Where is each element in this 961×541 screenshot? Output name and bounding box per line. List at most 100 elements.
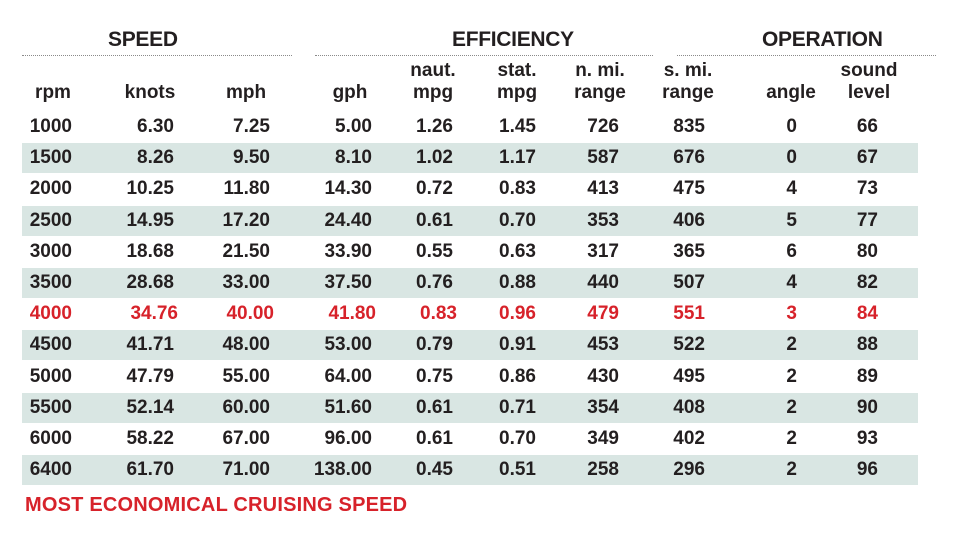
cell-sound-level: 88: [856, 334, 878, 356]
column-header-line1: [8, 60, 98, 82]
column-header-stat-mpg: stat. mpg: [472, 60, 562, 104]
table-row: 6400 61.70 71.00 138.00 0.45 0.51 258 296 2 96: [22, 455, 918, 486]
cell-knots: 34.76: [130, 303, 178, 325]
table-row: 4500 41.71 48.00 53.00 0.79 0.91 453 522 2 88: [22, 330, 918, 361]
cell-gph: 5.00: [335, 116, 372, 137]
cell-naut-mpg: 0.83: [420, 303, 457, 325]
cell-s-mi-range: 522: [673, 334, 705, 356]
cell-gph: 24.40: [324, 209, 372, 231]
cell-naut-mpg: 0.72: [416, 178, 453, 200]
cell-knots: 41.71: [126, 334, 174, 356]
cell-s-mi-range: 402: [673, 428, 705, 449]
cell-angle: 4: [786, 272, 797, 293]
cell-knots: 6.30: [137, 116, 174, 137]
column-header-line1: [201, 60, 291, 82]
cell-gph: 138.00: [313, 459, 372, 481]
cell-n-mi-range: 413: [587, 178, 619, 200]
cell-naut-mpg: 0.61: [416, 209, 453, 231]
cell-angle: 2: [786, 459, 797, 481]
cell-n-mi-range: 317: [587, 240, 619, 262]
cell-sound-level: 80: [856, 240, 878, 262]
cell-stat-mpg: 0.91: [499, 334, 536, 356]
column-header-line1: stat.: [497, 60, 537, 81]
cell-knots: 8.26: [137, 147, 174, 169]
cell-s-mi-range: 406: [673, 209, 705, 231]
cell-naut-mpg: 0.75: [416, 365, 453, 387]
cell-mph: 33.00: [222, 272, 270, 293]
cell-naut-mpg: 0.79: [416, 334, 453, 356]
cell-stat-mpg: 0.96: [499, 303, 536, 325]
cell-naut-mpg: 0.61: [416, 396, 453, 418]
cell-rpm: 5000: [29, 365, 72, 387]
column-header-line1: [746, 60, 836, 82]
cell-knots: 47.79: [126, 365, 174, 387]
cell-s-mi-range: 676: [673, 147, 705, 169]
cell-n-mi-range: 354: [587, 396, 619, 418]
cell-gph: 8.10: [335, 147, 372, 169]
cell-angle: 2: [786, 334, 797, 356]
cell-mph: 21.50: [222, 240, 270, 262]
cell-stat-mpg: 0.86: [499, 365, 536, 387]
cell-s-mi-range: 835: [673, 116, 705, 137]
cell-s-mi-range: 408: [673, 396, 705, 418]
cell-rpm: 3000: [29, 240, 72, 262]
column-header-s-mi-range: s. mi. range: [643, 60, 733, 104]
cell-rpm: 3500: [29, 272, 72, 293]
table-row: 3500 28.68 33.00 37.50 0.76 0.88 440 507 4 82: [22, 268, 918, 298]
cell-n-mi-range: 479: [587, 303, 619, 325]
cell-naut-mpg: 0.61: [416, 428, 453, 449]
efficiency-divider: [315, 55, 653, 56]
cell-gph: 14.30: [324, 178, 372, 200]
column-header-line2: mph: [225, 82, 267, 103]
cell-sound-level: 82: [856, 272, 878, 293]
speed-divider: [22, 55, 292, 56]
cell-sound-level: 90: [856, 396, 878, 418]
cell-n-mi-range: 258: [587, 459, 619, 481]
cell-mph: 48.00: [222, 334, 270, 356]
cell-stat-mpg: 0.83: [499, 178, 536, 200]
cell-mph: 67.00: [222, 428, 270, 449]
column-header-line2: rpm: [35, 82, 71, 103]
cell-angle: 3: [786, 303, 797, 325]
cell-angle: 4: [786, 178, 797, 200]
column-header-line1: sound: [840, 60, 898, 81]
cell-sound-level: 73: [856, 178, 878, 200]
cell-s-mi-range: 296: [673, 459, 705, 481]
cell-mph: 55.00: [222, 365, 270, 387]
cell-n-mi-range: 726: [587, 116, 619, 137]
operation-divider: [677, 55, 936, 56]
cell-rpm: 4500: [29, 334, 72, 356]
column-header-line2: mpg: [412, 82, 454, 103]
cell-s-mi-range: 475: [673, 178, 705, 200]
cell-gph: 64.00: [324, 365, 372, 387]
group-title-speed: SPEED: [108, 28, 178, 51]
cell-naut-mpg: 0.45: [416, 459, 453, 481]
column-header-line2: knots: [124, 82, 176, 103]
cell-mph: 17.20: [222, 209, 270, 231]
cell-angle: 0: [786, 147, 797, 169]
cell-stat-mpg: 1.17: [499, 147, 536, 169]
cell-n-mi-range: 440: [587, 272, 619, 293]
table-row: 1500 8.26 9.50 8.10 1.02 1.17 587 676 0 67: [22, 143, 918, 174]
column-header-line2: level: [847, 82, 891, 103]
column-header-line1: n. mi.: [575, 60, 625, 81]
cell-sound-level: 93: [856, 428, 878, 449]
cell-knots: 14.95: [126, 209, 174, 231]
cell-stat-mpg: 0.70: [499, 428, 536, 449]
cell-gph: 53.00: [324, 334, 372, 356]
cell-rpm: 6400: [29, 459, 72, 481]
cell-angle: 2: [786, 365, 797, 387]
column-header-gph: gph: [305, 60, 395, 104]
cell-sound-level: 66: [856, 116, 878, 137]
cell-stat-mpg: 1.45: [499, 116, 536, 137]
column-header-line2: mpg: [496, 82, 538, 103]
cell-rpm: 1500: [29, 147, 72, 169]
cell-n-mi-range: 587: [587, 147, 619, 169]
cell-sound-level: 77: [856, 209, 878, 231]
cell-stat-mpg: 0.63: [499, 240, 536, 262]
cell-naut-mpg: 1.02: [416, 147, 453, 169]
cell-rpm: 6000: [29, 428, 72, 449]
table-row-highlighted: 4000 34.76 40.00 41.80 0.83 0.96 479 551 3 84: [22, 299, 918, 329]
column-header-line2: range: [574, 82, 626, 103]
cell-rpm: 1000: [29, 116, 72, 137]
